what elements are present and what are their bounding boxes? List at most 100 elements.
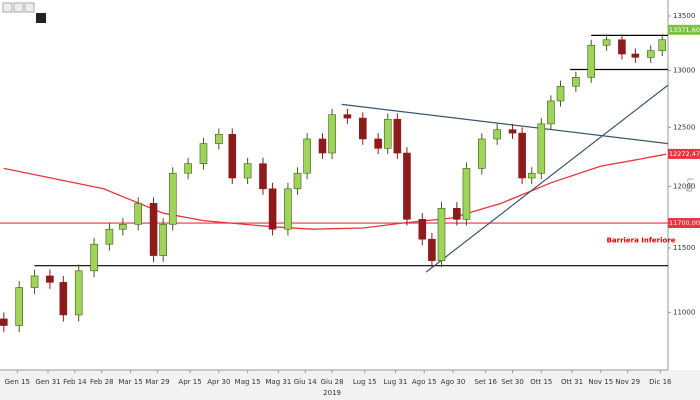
x-tick-label: Dic 16 bbox=[649, 378, 672, 386]
x-tick-label: Lug 31 bbox=[384, 378, 408, 386]
x-tick-label: Mar 29 bbox=[145, 378, 169, 386]
candle-body bbox=[303, 138, 311, 174]
candle-body bbox=[59, 282, 68, 316]
candle-body bbox=[527, 172, 536, 179]
x-tick-label: Mar 15 bbox=[118, 378, 142, 386]
candle-body bbox=[572, 76, 580, 87]
candle-body bbox=[259, 163, 267, 190]
candle-body bbox=[374, 138, 382, 149]
candle-body bbox=[518, 132, 526, 179]
candle-body bbox=[134, 203, 143, 225]
x-tick-label: Nov 15 bbox=[588, 378, 613, 386]
candle-body bbox=[587, 44, 596, 78]
candle-body bbox=[537, 123, 546, 174]
candle-body bbox=[547, 100, 555, 125]
y-tick-label: 11000 bbox=[673, 308, 695, 316]
y-tick-label: 12000 bbox=[673, 182, 695, 190]
candle-body bbox=[46, 275, 54, 283]
x-tick-label: Mag 31 bbox=[265, 378, 291, 386]
annotation: Barriera Inferiore bbox=[607, 236, 676, 244]
candle-body bbox=[646, 50, 655, 58]
tool-button[interactable] bbox=[36, 13, 46, 23]
x-tick-label: Lug 15 bbox=[353, 378, 377, 386]
candle-body bbox=[437, 207, 446, 261]
candle-body bbox=[168, 172, 177, 225]
price-tag-box bbox=[668, 218, 700, 229]
candle-body bbox=[618, 39, 626, 55]
scale-label[interactable]: Log bbox=[686, 178, 695, 192]
y-tick-label: 12500 bbox=[673, 123, 695, 131]
candle-body bbox=[30, 275, 39, 288]
candle-body bbox=[393, 118, 402, 154]
candle-body bbox=[328, 114, 336, 154]
candle-body bbox=[462, 168, 471, 220]
candle-body bbox=[15, 287, 23, 326]
trend-line bbox=[425, 84, 669, 273]
candle-body bbox=[0, 318, 8, 326]
x-tick-label: Feb 28 bbox=[90, 378, 114, 386]
x-tick-label: Set 16 bbox=[474, 378, 497, 386]
candle-body bbox=[478, 138, 486, 169]
candle-body bbox=[428, 238, 436, 261]
x-tick-label: Giu 14 bbox=[294, 378, 317, 386]
x-tick-label: Nov 29 bbox=[615, 378, 640, 386]
candle-body bbox=[159, 223, 167, 256]
tool-button[interactable] bbox=[13, 2, 24, 13]
x-tick-label: Giu 28 bbox=[321, 378, 344, 386]
x-tick-label: Set 30 bbox=[501, 378, 524, 386]
candle-body bbox=[453, 207, 461, 220]
candle-body bbox=[343, 114, 352, 119]
tool-button[interactable] bbox=[24, 2, 35, 13]
candle-body bbox=[658, 39, 667, 51]
price-tag-box bbox=[668, 148, 700, 159]
candle-body bbox=[149, 203, 158, 256]
y-tick-label: 11500 bbox=[673, 244, 695, 252]
candle-body bbox=[243, 163, 252, 179]
candle-body bbox=[215, 134, 223, 144]
trend-line bbox=[341, 103, 669, 145]
candle-body bbox=[199, 143, 208, 164]
x-tick-label: Ago 15 bbox=[412, 378, 437, 386]
candle-body bbox=[358, 117, 367, 140]
plot-area bbox=[0, 34, 669, 333]
x-tick-label: Ott 15 bbox=[530, 378, 552, 386]
candle-body bbox=[184, 163, 192, 174]
candle-body bbox=[105, 228, 114, 245]
candle-body bbox=[284, 188, 292, 230]
price-tag: 12272,4766 bbox=[669, 150, 700, 158]
candle-body bbox=[90, 243, 98, 272]
x-tick-label: Feb 14 bbox=[63, 378, 87, 386]
candle-body bbox=[119, 223, 127, 230]
y-tick-label: 13000 bbox=[673, 67, 695, 75]
candle-body bbox=[268, 188, 277, 230]
candle-body bbox=[383, 118, 392, 149]
x-tick-label: Gen 15 bbox=[5, 378, 30, 386]
year-label: 2019 bbox=[323, 389, 341, 397]
x-tick-label: Ago 30 bbox=[441, 378, 466, 386]
candle-body bbox=[602, 39, 611, 46]
candle-body bbox=[74, 270, 83, 316]
x-tick-label: Apr 15 bbox=[178, 378, 201, 386]
x-tick-label: Gen 31 bbox=[35, 378, 60, 386]
candle-body bbox=[403, 152, 411, 220]
price-tag: 13371,6016 bbox=[669, 26, 700, 34]
x-tick-label: Mag 15 bbox=[235, 378, 261, 386]
tool-button[interactable] bbox=[2, 2, 13, 13]
price-tag: 11700,0000 bbox=[669, 219, 700, 227]
candle-body bbox=[228, 134, 237, 179]
x-axis-band bbox=[0, 370, 700, 400]
candle-body bbox=[631, 53, 640, 58]
candle-body bbox=[493, 129, 501, 140]
candle-body bbox=[318, 138, 327, 154]
price-tag-box bbox=[668, 24, 700, 35]
candle-body bbox=[508, 129, 517, 134]
toolbar bbox=[2, 2, 46, 23]
x-tick-label: Apr 30 bbox=[207, 378, 230, 386]
candle-body bbox=[418, 219, 427, 240]
candle-body bbox=[293, 172, 302, 190]
x-tick-label: Ott 31 bbox=[561, 378, 583, 386]
candle-body bbox=[556, 85, 565, 102]
y-tick-label: 13500 bbox=[673, 12, 695, 20]
